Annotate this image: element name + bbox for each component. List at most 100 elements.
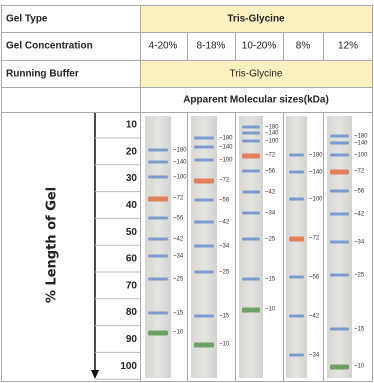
band-label: ~42	[219, 220, 230, 226]
band-label: ~180	[309, 153, 323, 159]
band-label: ~140	[354, 141, 368, 147]
band	[242, 277, 260, 281]
gel-strip	[145, 116, 171, 378]
ruler-tick-label: 30	[126, 173, 138, 184]
band-label: ~100	[219, 158, 233, 164]
band-label: ~56	[354, 189, 365, 195]
ruler-tick-label: 100	[120, 361, 137, 372]
band-label: ~10	[173, 330, 184, 336]
yellow-cell	[140, 60, 373, 87]
band	[194, 220, 214, 224]
band-label: ~10	[354, 364, 365, 370]
ruler-label: % Length of Gel	[45, 187, 60, 303]
row-header: Gel Type	[6, 14, 48, 25]
band-label: ~15	[265, 277, 276, 283]
band	[289, 236, 304, 242]
band-label: ~25	[265, 237, 276, 243]
band	[289, 314, 304, 318]
band-label: ~140	[265, 131, 279, 137]
arrow-head	[91, 370, 99, 379]
band	[330, 364, 349, 370]
concentration: 8-18%	[197, 41, 226, 52]
band	[148, 237, 168, 241]
band	[148, 196, 168, 202]
concentration: 8%	[296, 41, 311, 52]
band-label: ~72	[219, 178, 230, 184]
band-label: ~15	[173, 311, 184, 317]
grid	[1, 5, 373, 382]
ruler-tick-label: 80	[126, 307, 138, 318]
band-label: ~72	[265, 153, 276, 159]
band	[148, 254, 168, 258]
band-label: ~100	[309, 197, 323, 203]
band	[242, 237, 260, 241]
concentration: 10-20%	[242, 41, 277, 52]
band	[194, 136, 214, 140]
band	[242, 125, 260, 129]
band-label: ~42	[354, 212, 365, 218]
band	[194, 158, 214, 162]
band	[148, 330, 168, 336]
band	[330, 273, 349, 277]
band	[289, 170, 304, 174]
band-label: ~180	[219, 136, 233, 142]
gel-strip	[327, 116, 352, 378]
band-label: ~34	[219, 244, 230, 250]
band	[289, 197, 304, 201]
band	[242, 307, 260, 313]
band-label: ~15	[219, 314, 230, 320]
band-label: ~180	[173, 148, 187, 154]
yellow-cell	[140, 5, 373, 32]
band-label: ~42	[265, 190, 276, 196]
band	[330, 240, 349, 244]
band	[194, 145, 214, 149]
band	[194, 244, 214, 248]
band	[242, 190, 260, 194]
ruler-tick-label: 20	[126, 146, 138, 157]
band-label: ~56	[309, 275, 320, 281]
band	[148, 216, 168, 220]
gel-strip	[286, 116, 307, 378]
band-label: ~10	[219, 342, 230, 348]
gel-strip	[239, 116, 263, 378]
band-label: ~34	[309, 353, 320, 359]
ruler-tick-label: 40	[126, 200, 138, 211]
band-label: ~72	[309, 236, 320, 242]
band	[242, 139, 260, 143]
concentration: 12%	[338, 41, 358, 52]
ruler-tick-label: 10	[126, 120, 138, 131]
band	[148, 148, 168, 152]
band-label: ~72	[354, 169, 365, 175]
band	[330, 189, 349, 193]
gel-type: Tris-Glycine	[227, 14, 285, 25]
band-label: ~34	[354, 240, 365, 246]
band-label: ~72	[173, 196, 184, 202]
band-label: ~42	[309, 314, 320, 320]
band	[242, 169, 260, 173]
band-label: ~180	[265, 125, 279, 131]
band	[330, 169, 349, 175]
band	[148, 160, 168, 164]
band-label: ~15	[354, 327, 365, 333]
band	[289, 275, 304, 279]
band-label: ~34	[173, 254, 184, 260]
row-header: Gel Concentration	[6, 41, 93, 52]
ruler-tick-label: 60	[126, 254, 138, 265]
band	[148, 277, 168, 281]
band-label: ~140	[309, 170, 323, 176]
band-label: ~140	[173, 160, 187, 166]
row-header: Running Buffer	[6, 69, 79, 80]
band-label: ~42	[173, 237, 184, 243]
band	[330, 327, 349, 331]
band	[242, 153, 260, 159]
band	[289, 353, 304, 357]
band-label: ~25	[219, 270, 230, 276]
band	[242, 211, 260, 215]
band	[330, 134, 349, 138]
band-label: ~56	[173, 216, 184, 222]
ruler-tick-label: 90	[126, 334, 138, 345]
band-label: ~56	[265, 169, 276, 175]
running-buffer: Tris-Glycine	[230, 69, 283, 80]
band-label: ~100	[265, 139, 279, 145]
